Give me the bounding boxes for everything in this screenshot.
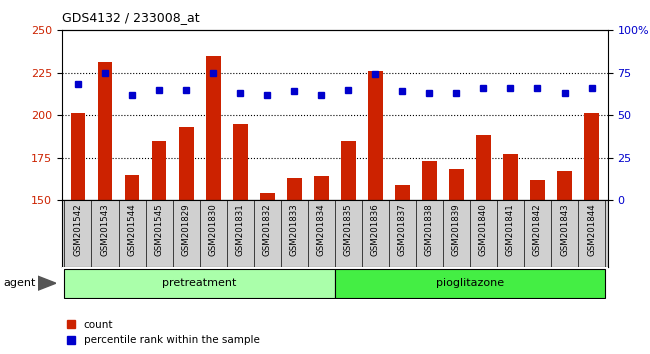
Text: GSM201832: GSM201832 bbox=[263, 203, 272, 256]
Text: GSM201840: GSM201840 bbox=[479, 203, 488, 256]
Bar bbox=[335, 269, 605, 297]
Bar bbox=[395, 185, 410, 200]
Bar bbox=[71, 113, 85, 200]
Text: GSM201838: GSM201838 bbox=[425, 203, 434, 256]
Bar bbox=[260, 193, 274, 200]
Bar bbox=[584, 113, 599, 200]
Text: GSM201839: GSM201839 bbox=[452, 203, 461, 256]
Bar bbox=[287, 178, 302, 200]
Text: GSM201543: GSM201543 bbox=[101, 203, 109, 256]
Bar bbox=[503, 154, 518, 200]
Bar bbox=[205, 56, 220, 200]
Bar bbox=[179, 127, 194, 200]
Text: GSM201843: GSM201843 bbox=[560, 203, 569, 256]
Text: GSM201542: GSM201542 bbox=[73, 203, 83, 256]
Text: GSM201829: GSM201829 bbox=[181, 203, 190, 256]
Text: GSM201842: GSM201842 bbox=[533, 203, 542, 256]
Bar bbox=[422, 161, 437, 200]
Text: GSM201834: GSM201834 bbox=[317, 203, 326, 256]
Text: GSM201835: GSM201835 bbox=[344, 203, 353, 256]
Bar bbox=[151, 141, 166, 200]
Bar bbox=[233, 124, 248, 200]
Text: GSM201837: GSM201837 bbox=[398, 203, 407, 256]
Text: GSM201545: GSM201545 bbox=[155, 203, 164, 256]
Text: GSM201831: GSM201831 bbox=[236, 203, 244, 256]
Bar bbox=[314, 176, 329, 200]
Text: GSM201841: GSM201841 bbox=[506, 203, 515, 256]
Legend: count, percentile rank within the sample: count, percentile rank within the sample bbox=[67, 320, 259, 345]
Bar bbox=[125, 175, 140, 200]
Text: GSM201830: GSM201830 bbox=[209, 203, 218, 256]
Text: GSM201544: GSM201544 bbox=[127, 203, 136, 256]
Bar bbox=[64, 269, 335, 297]
Text: GDS4132 / 233008_at: GDS4132 / 233008_at bbox=[62, 11, 200, 24]
Polygon shape bbox=[38, 276, 56, 290]
Text: GSM201844: GSM201844 bbox=[587, 203, 596, 256]
Bar bbox=[476, 136, 491, 200]
Text: agent: agent bbox=[3, 278, 36, 288]
Text: GSM201833: GSM201833 bbox=[290, 203, 299, 256]
Bar bbox=[98, 62, 112, 200]
Bar bbox=[530, 179, 545, 200]
Text: pretreatment: pretreatment bbox=[162, 278, 237, 288]
Text: GSM201836: GSM201836 bbox=[370, 203, 380, 256]
Text: pioglitazone: pioglitazone bbox=[436, 278, 504, 288]
Bar bbox=[449, 170, 464, 200]
Bar bbox=[341, 141, 356, 200]
Bar bbox=[368, 71, 383, 200]
Bar bbox=[557, 171, 572, 200]
